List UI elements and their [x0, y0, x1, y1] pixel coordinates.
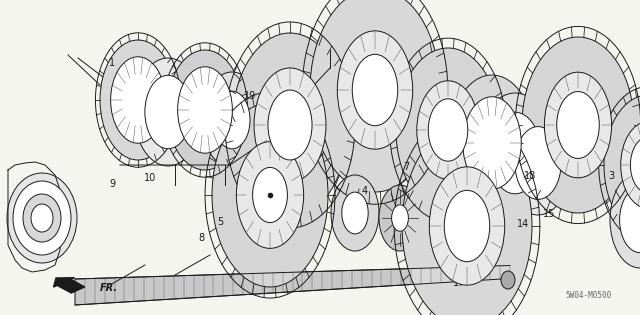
Text: 14: 14 [517, 219, 530, 229]
Ellipse shape [402, 124, 532, 315]
Text: 5: 5 [218, 217, 224, 227]
Ellipse shape [212, 103, 328, 287]
Text: 20: 20 [432, 116, 445, 126]
Text: 11: 11 [157, 107, 170, 117]
Ellipse shape [621, 122, 640, 209]
Ellipse shape [236, 142, 303, 248]
Text: 15: 15 [543, 209, 556, 219]
Text: 7: 7 [403, 162, 410, 172]
Text: 3: 3 [608, 171, 614, 181]
Text: FR.: FR. [100, 283, 118, 293]
FancyArrow shape [54, 278, 84, 293]
Text: 1: 1 [109, 58, 115, 68]
Ellipse shape [444, 190, 490, 262]
Ellipse shape [13, 181, 71, 255]
Ellipse shape [396, 48, 500, 212]
Text: 18: 18 [524, 171, 536, 181]
Ellipse shape [392, 205, 408, 231]
Text: 6: 6 [278, 189, 285, 199]
Ellipse shape [134, 58, 202, 166]
Ellipse shape [167, 50, 243, 170]
Ellipse shape [428, 99, 468, 161]
Ellipse shape [429, 167, 505, 285]
Ellipse shape [505, 111, 571, 215]
Ellipse shape [214, 91, 250, 149]
Ellipse shape [620, 187, 640, 253]
Text: 19: 19 [243, 91, 256, 101]
Text: 8: 8 [198, 233, 205, 243]
Text: 16: 16 [481, 225, 494, 235]
Ellipse shape [463, 97, 521, 189]
Ellipse shape [253, 167, 287, 223]
Ellipse shape [254, 68, 326, 182]
Ellipse shape [202, 72, 262, 168]
Ellipse shape [477, 93, 553, 213]
Ellipse shape [111, 57, 165, 143]
Text: 2: 2 [275, 72, 282, 82]
Ellipse shape [522, 37, 634, 213]
Ellipse shape [31, 204, 53, 232]
Ellipse shape [178, 67, 232, 153]
Ellipse shape [630, 137, 640, 193]
Ellipse shape [515, 127, 561, 199]
Ellipse shape [417, 81, 479, 179]
Ellipse shape [23, 194, 61, 242]
Ellipse shape [310, 0, 440, 192]
Ellipse shape [604, 95, 640, 235]
Ellipse shape [545, 72, 612, 178]
Ellipse shape [379, 185, 421, 251]
Polygon shape [75, 266, 510, 305]
Ellipse shape [7, 173, 77, 263]
Text: 10: 10 [144, 173, 157, 183]
Ellipse shape [610, 172, 640, 268]
Text: 12: 12 [389, 124, 402, 134]
Ellipse shape [100, 40, 176, 160]
Ellipse shape [337, 31, 413, 149]
Text: 4: 4 [362, 186, 368, 196]
Ellipse shape [501, 271, 515, 289]
Text: 17: 17 [452, 278, 465, 289]
Ellipse shape [232, 33, 348, 217]
Text: 9: 9 [109, 179, 115, 189]
Ellipse shape [489, 112, 541, 194]
Ellipse shape [352, 54, 397, 126]
Ellipse shape [268, 90, 312, 160]
Text: 13: 13 [211, 94, 224, 104]
Ellipse shape [342, 192, 368, 234]
Ellipse shape [449, 75, 535, 211]
Ellipse shape [145, 75, 191, 149]
Ellipse shape [557, 92, 599, 158]
Text: 5W04-M0500: 5W04-M0500 [565, 290, 611, 300]
Ellipse shape [331, 175, 379, 251]
